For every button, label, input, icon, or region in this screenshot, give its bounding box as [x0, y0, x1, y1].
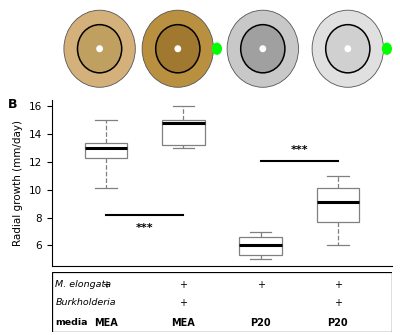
Ellipse shape — [78, 25, 122, 73]
Ellipse shape — [312, 10, 384, 87]
Text: +: + — [179, 280, 187, 290]
Ellipse shape — [344, 45, 351, 52]
Text: P20: P20 — [328, 318, 348, 328]
Ellipse shape — [212, 43, 222, 55]
Text: +: + — [102, 280, 110, 290]
Text: P20: P20 — [250, 318, 271, 328]
Text: +: + — [179, 298, 187, 308]
Ellipse shape — [382, 43, 392, 55]
PathPatch shape — [239, 237, 282, 255]
PathPatch shape — [317, 189, 359, 222]
FancyBboxPatch shape — [52, 272, 392, 332]
Text: Burkholderia: Burkholderia — [55, 298, 116, 307]
Text: MEA: MEA — [172, 318, 195, 328]
Ellipse shape — [326, 25, 370, 73]
Text: MEA: MEA — [94, 318, 118, 328]
Text: ***: *** — [136, 222, 154, 232]
Text: media: media — [55, 318, 88, 327]
Ellipse shape — [96, 45, 103, 52]
Ellipse shape — [227, 10, 298, 87]
Text: ***: *** — [290, 145, 308, 155]
PathPatch shape — [85, 143, 127, 158]
Text: +: + — [334, 298, 342, 308]
Ellipse shape — [64, 10, 135, 87]
Text: +: + — [257, 280, 265, 290]
Text: B: B — [8, 98, 17, 111]
Y-axis label: Radial growth (mm/day): Radial growth (mm/day) — [14, 120, 24, 246]
Text: M. elongata: M. elongata — [55, 280, 112, 289]
Text: +: + — [334, 280, 342, 290]
PathPatch shape — [162, 120, 205, 145]
Text: A: A — [54, 9, 63, 22]
Ellipse shape — [241, 25, 285, 73]
Ellipse shape — [156, 25, 200, 73]
Ellipse shape — [260, 45, 266, 52]
Ellipse shape — [142, 10, 214, 87]
Ellipse shape — [174, 45, 181, 52]
